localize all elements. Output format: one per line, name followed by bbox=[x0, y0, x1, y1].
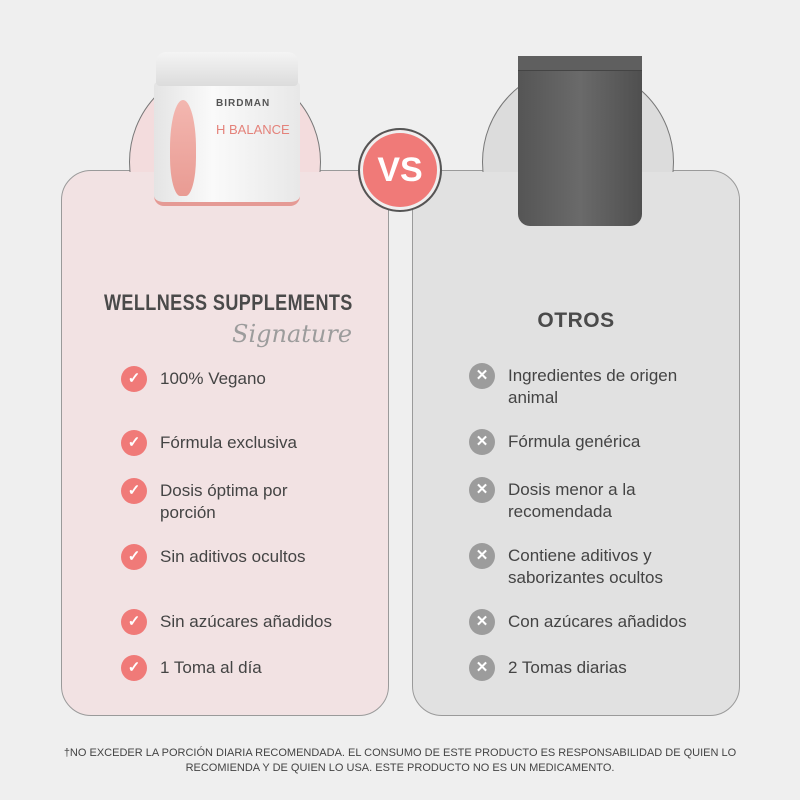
check-icon: ✓ bbox=[121, 655, 147, 681]
left-signature: Signature bbox=[232, 320, 353, 348]
left-list-item: ✓ Sin azúcares añadidos bbox=[121, 609, 341, 635]
x-icon: ✕ bbox=[469, 477, 495, 503]
check-icon: ✓ bbox=[121, 544, 147, 570]
left-title: WELLNESS SUPPLEMENTS bbox=[104, 290, 353, 315]
product-jar-image: BIRDMAN H BALANCE bbox=[154, 52, 300, 206]
item-label: Con azúcares añadidos bbox=[508, 612, 687, 631]
right-list-item: ✕ Contiene aditivos y saborizantes oculto… bbox=[469, 543, 699, 589]
disclaimer: †NO EXCEDER LA PORCIÓN DIARIA RECOMENDAD… bbox=[63, 747, 737, 774]
left-list-item: ✓ 1 Toma al día bbox=[121, 655, 341, 681]
item-label: Fórmula genérica bbox=[508, 432, 641, 451]
x-icon: ✕ bbox=[469, 543, 495, 569]
check-icon: ✓ bbox=[121, 366, 147, 392]
item-label: Contiene aditivos y saborizantes ocultos bbox=[508, 546, 663, 587]
x-icon: ✕ bbox=[469, 655, 495, 681]
x-icon: ✕ bbox=[469, 429, 495, 455]
item-label: 100% Vegano bbox=[160, 369, 266, 388]
right-list-item: ✕ 2 Tomas diarias bbox=[469, 655, 699, 681]
right-title: OTROS bbox=[537, 309, 615, 332]
left-list-item: ✓ Sin aditivos ocultos bbox=[121, 544, 341, 570]
product-brand: BIRDMAN bbox=[216, 98, 271, 109]
vs-badge: VS bbox=[358, 128, 442, 212]
left-list-item: ✓ Fórmula exclusiva bbox=[121, 430, 341, 456]
check-icon: ✓ bbox=[121, 609, 147, 635]
item-label: Dosis óptima por porción bbox=[160, 481, 288, 522]
x-icon: ✕ bbox=[469, 609, 495, 635]
item-label: 2 Tomas diarias bbox=[508, 658, 627, 677]
right-list-item: ✕ Ingredientes de origen animal bbox=[469, 363, 699, 409]
check-icon: ✓ bbox=[121, 478, 147, 504]
product-name: H BALANCE bbox=[216, 122, 290, 137]
generic-pouch-image bbox=[518, 56, 642, 226]
left-list-item: ✓ Dosis óptima por porción bbox=[121, 478, 341, 524]
check-icon: ✓ bbox=[121, 430, 147, 456]
right-list-item: ✕ Con azúcares añadidos bbox=[469, 609, 699, 635]
item-label: Sin aditivos ocultos bbox=[160, 547, 306, 566]
item-label: Dosis menor a la recomendada bbox=[508, 480, 636, 521]
item-label: 1 Toma al día bbox=[160, 658, 262, 677]
x-icon: ✕ bbox=[469, 363, 495, 389]
left-list-item: ✓ 100% Vegano bbox=[121, 366, 341, 392]
item-label: Fórmula exclusiva bbox=[160, 433, 297, 452]
right-list-item: ✕ Fórmula genérica bbox=[469, 429, 699, 455]
item-label: Ingredientes de origen animal bbox=[508, 366, 678, 407]
right-list-item: ✕ Dosis menor a la recomendada bbox=[469, 477, 699, 523]
item-label: Sin azúcares añadidos bbox=[160, 612, 333, 631]
